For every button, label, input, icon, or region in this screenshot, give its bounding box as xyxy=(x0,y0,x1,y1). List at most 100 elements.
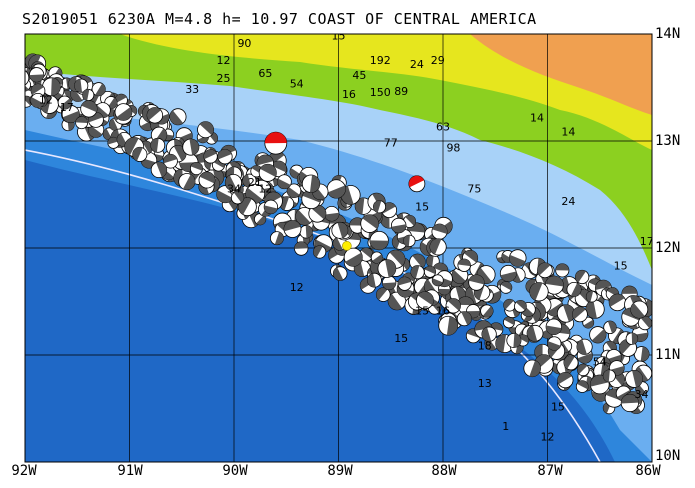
event-label: 45 xyxy=(352,69,366,82)
focal-mechanism xyxy=(150,137,166,153)
focal-mechanism xyxy=(359,247,374,262)
lon-label-92w: 92W xyxy=(11,463,37,479)
focal-mechanism xyxy=(608,293,627,312)
focal-mechanism xyxy=(503,298,516,312)
event-label: 12 xyxy=(39,94,53,107)
lon-label-88w: 88W xyxy=(431,463,457,479)
focal-mechanism xyxy=(438,315,459,336)
focal-mechanism xyxy=(197,121,215,139)
event-label: 34 xyxy=(227,182,241,195)
focal-mechanism xyxy=(402,214,417,228)
event-label: 15 xyxy=(614,259,628,272)
focal-mechanism xyxy=(457,258,471,272)
lon-label-89w: 89W xyxy=(327,463,353,479)
focal-mechanism xyxy=(198,171,216,189)
focal-mechanism xyxy=(169,108,187,126)
focal-mechanism xyxy=(576,363,590,377)
focal-mechanism xyxy=(563,355,579,371)
focal-mechanism xyxy=(397,276,412,291)
focal-mechanism xyxy=(331,221,349,239)
focal-mechanism xyxy=(82,88,95,102)
event-label: 34 xyxy=(635,388,649,401)
focal-mechanism xyxy=(537,262,553,279)
focal-mechanism xyxy=(203,149,218,164)
focal-mechanism xyxy=(625,332,639,345)
focal-mechanism xyxy=(523,359,541,378)
event-label: 13 xyxy=(478,377,492,390)
event-label: 24 xyxy=(561,195,575,208)
event-label: 14 xyxy=(530,112,544,125)
focal-mechanism xyxy=(625,369,643,388)
focal-mechanism xyxy=(423,265,437,278)
focal-mechanism xyxy=(230,191,245,205)
focal-mechanism xyxy=(375,287,391,302)
lon-label-90w: 90W xyxy=(222,463,248,479)
focal-mechanism xyxy=(431,223,448,240)
focal-mechanism xyxy=(150,161,168,179)
focal-mechanism xyxy=(80,100,98,118)
focal-mechanism xyxy=(313,245,327,259)
focal-mechanism xyxy=(603,320,617,335)
focal-mechanism xyxy=(30,92,46,108)
focal-mechanism xyxy=(545,318,563,336)
focal-mechanism xyxy=(132,146,148,162)
focal-mechanism xyxy=(557,372,574,389)
event-label: 54 xyxy=(290,78,304,91)
event-label: 18 xyxy=(478,340,492,353)
focal-mechanism xyxy=(502,316,515,329)
focal-mechanism xyxy=(514,299,527,313)
event-label: 14 xyxy=(561,126,575,139)
land-lowland xyxy=(25,34,652,270)
focal-mechanism xyxy=(369,230,389,251)
focal-mechanism xyxy=(25,70,30,86)
focal-mechanism xyxy=(360,214,379,233)
focal-mechanism xyxy=(276,174,292,190)
focal-mechanism xyxy=(343,247,363,267)
focal-mechanism xyxy=(367,272,382,288)
focal-mechanism xyxy=(323,205,340,222)
focal-mechanism xyxy=(263,199,279,215)
event-marker xyxy=(342,241,352,251)
focal-mechanism xyxy=(576,338,593,355)
focal-mechanism xyxy=(182,138,200,156)
focal-mechanism xyxy=(178,173,196,191)
event-label: 16 xyxy=(436,304,450,317)
focal-mechanism xyxy=(456,311,472,327)
focal-mechanism xyxy=(585,290,598,303)
focal-mechanism xyxy=(431,274,444,287)
focal-mechanism xyxy=(481,326,497,342)
focal-mechanism xyxy=(575,380,589,393)
event-label: 25 xyxy=(217,72,231,85)
focal-mechanism xyxy=(499,281,513,294)
focal-mechanism xyxy=(326,179,346,199)
focal-mechanism-highlight xyxy=(264,131,288,155)
lat-label-12n: 12N xyxy=(655,240,681,256)
focal-mechanism xyxy=(283,220,302,238)
event-label: 15 xyxy=(415,304,429,317)
focal-mechanism xyxy=(57,95,72,110)
focal-mechanism xyxy=(633,346,650,362)
focal-mechanism xyxy=(480,304,494,318)
focal-mechanism xyxy=(575,269,590,285)
focal-mechanism xyxy=(526,324,544,342)
event-label: 21 xyxy=(248,176,262,189)
focal-mechanism xyxy=(630,300,649,319)
map-title: S2019051 6230A M=4.8 h= 10.97 COAST OF C… xyxy=(22,10,537,28)
event-label: 65 xyxy=(258,67,272,80)
focal-mechanism xyxy=(372,200,387,214)
focal-mechanism xyxy=(286,183,302,198)
event-label: 15 xyxy=(551,401,565,414)
focal-mechanism xyxy=(468,274,485,291)
focal-mechanism xyxy=(416,291,434,310)
event-label: 33 xyxy=(185,83,199,96)
focal-mechanism xyxy=(189,162,204,176)
event-label: 98 xyxy=(446,142,460,155)
focal-mechanism xyxy=(258,163,277,182)
focal-mechanism-highlight xyxy=(408,175,426,193)
focal-mechanism xyxy=(299,225,313,239)
lat-label-14n: 14N xyxy=(655,26,681,42)
focal-mechanism xyxy=(370,251,383,264)
focal-mechanism xyxy=(547,336,562,351)
focal-mechanism xyxy=(107,136,120,149)
focal-mechanism xyxy=(91,82,106,97)
